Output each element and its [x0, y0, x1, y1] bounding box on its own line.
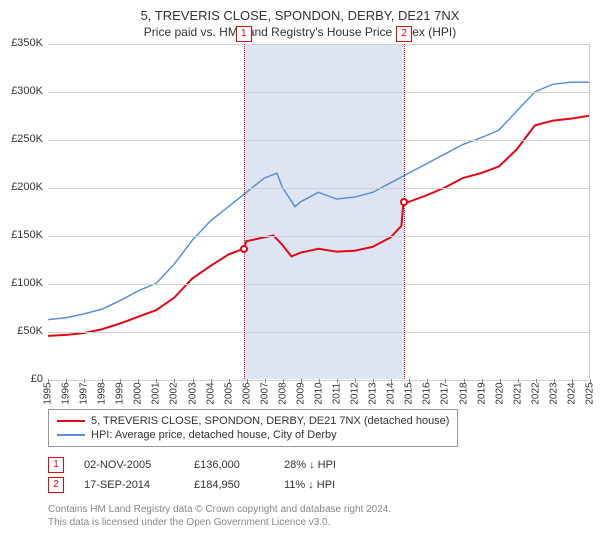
x-axis-label: 2001	[151, 382, 162, 404]
x-axis-label: 2025	[585, 382, 596, 404]
x-axis-label: 1999	[115, 382, 126, 404]
sale-hpi-delta: 11% ↓ HPI	[284, 479, 374, 491]
x-axis-label: 2009	[295, 382, 306, 404]
footer-line-1: Contains HM Land Registry data © Crown c…	[48, 503, 600, 516]
chart-area: 1995199619971998199920002001200220032004…	[48, 43, 590, 403]
x-axis-label: 2020	[494, 382, 505, 404]
sale-vline	[404, 44, 405, 379]
sale-id-marker: 2	[48, 477, 64, 493]
sale-price: £184,950	[194, 479, 264, 491]
sale-marker-box: 1	[236, 26, 252, 42]
y-axis-label: £250K	[3, 133, 43, 145]
x-axis-label: 1997	[79, 382, 90, 404]
sale-point	[400, 198, 408, 206]
y-axis-label: £50K	[3, 325, 43, 337]
x-axis-label: 2024	[566, 382, 577, 404]
gridline	[48, 140, 589, 141]
x-axis-label: 2002	[169, 382, 180, 404]
x-axis-label: 1995	[43, 382, 54, 404]
x-axis-label: 2012	[350, 382, 361, 404]
x-axis-label: 2000	[133, 382, 144, 404]
x-axis-label: 2010	[314, 382, 325, 404]
y-axis-label: £0	[3, 373, 43, 385]
gridline	[48, 92, 589, 93]
x-axis-label: 2014	[386, 382, 397, 404]
x-axis-label: 1998	[97, 382, 108, 404]
legend-label-hpi: HPI: Average price, detached house, City…	[91, 429, 337, 441]
x-axis-label: 2005	[223, 382, 234, 404]
footer-line-2: This data is licensed under the Open Gov…	[48, 516, 600, 529]
sales-table: 1 02-NOV-2005 £136,000 28% ↓ HPI 2 17-SEP-201…	[48, 455, 600, 495]
x-axis-label: 2006	[241, 382, 252, 404]
x-axis-label: 2018	[458, 382, 469, 404]
y-axis-label: £100K	[3, 277, 43, 289]
x-axis-label: 2022	[530, 382, 541, 404]
gridline	[48, 188, 589, 189]
sale-date: 02-NOV-2005	[84, 459, 174, 471]
sale-price: £136,000	[194, 459, 264, 471]
gridline	[48, 332, 589, 333]
legend-swatch-hpi	[57, 434, 85, 436]
y-axis-label: £300K	[3, 85, 43, 97]
chart-title: 5, TREVERIS CLOSE, SPONDON, DERBY, DE21 …	[0, 0, 600, 23]
x-axis-label: 2008	[277, 382, 288, 404]
x-axis-label: 2007	[259, 382, 270, 404]
sale-row: 2 17-SEP-2014 £184,950 11% ↓ HPI	[48, 475, 600, 495]
y-axis-label: £200K	[3, 181, 43, 193]
gridline	[48, 44, 589, 45]
x-axis-label: 2017	[440, 382, 451, 404]
x-axis-label: 2023	[548, 382, 559, 404]
x-axis-label: 2011	[332, 383, 343, 405]
legend-row-hpi: HPI: Average price, detached house, City…	[57, 428, 449, 442]
x-axis-label: 2016	[422, 382, 433, 404]
gridline	[48, 284, 589, 285]
line-series	[48, 44, 589, 379]
x-axis-label: 2019	[476, 382, 487, 404]
sale-id-marker: 1	[48, 457, 64, 473]
footer-attribution: Contains HM Land Registry data © Crown c…	[48, 503, 600, 529]
y-axis-label: £150K	[3, 229, 43, 241]
chart-subtitle: Price paid vs. HM Land Registry's House …	[0, 23, 600, 43]
chart-legend: 5, TREVERIS CLOSE, SPONDON, DERBY, DE21 …	[48, 409, 458, 447]
x-axis-label: 2013	[368, 382, 379, 404]
x-axis-label: 2003	[187, 382, 198, 404]
sale-date: 17-SEP-2014	[84, 479, 174, 491]
series-price	[48, 116, 589, 336]
x-axis-label: 2004	[205, 382, 216, 404]
sale-vline	[244, 44, 245, 379]
legend-label-price: 5, TREVERIS CLOSE, SPONDON, DERBY, DE21 …	[91, 415, 449, 427]
sale-marker-box: 2	[396, 26, 412, 42]
legend-row-price: 5, TREVERIS CLOSE, SPONDON, DERBY, DE21 …	[57, 414, 449, 428]
y-axis-label: £350K	[3, 37, 43, 49]
sale-point	[240, 245, 248, 253]
x-axis-label: 2021	[512, 382, 523, 404]
legend-swatch-price	[57, 420, 85, 422]
x-axis-label: 1996	[61, 382, 72, 404]
x-axis-label: 2015	[404, 382, 415, 404]
gridline	[48, 236, 589, 237]
sale-hpi-delta: 28% ↓ HPI	[284, 459, 374, 471]
sale-row: 1 02-NOV-2005 £136,000 28% ↓ HPI	[48, 455, 600, 475]
plot-region: 1995199619971998199920002001200220032004…	[48, 43, 590, 379]
